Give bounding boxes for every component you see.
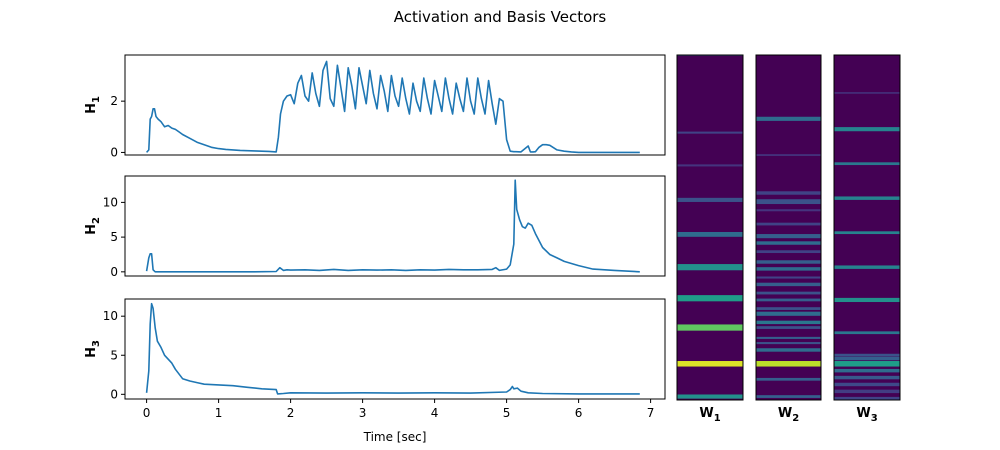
basis-vector-w1: W1: [676, 54, 744, 424]
heatmap-band: [756, 234, 821, 239]
heatmap-band: [756, 348, 821, 352]
y-axis-label: H1: [84, 96, 102, 114]
x-tick-label: 2: [287, 406, 295, 420]
heatmap-band: [834, 368, 900, 373]
heatmap-band: [677, 231, 743, 237]
heatmap-band: [834, 356, 900, 361]
heatmap-band: [756, 260, 821, 264]
basis-vector-w3: W3: [833, 54, 901, 424]
y-axis-label: H3: [84, 340, 102, 358]
heatmap-frame: [676, 54, 744, 401]
heatmap-band: [756, 282, 821, 287]
y-tick-label: 10: [103, 195, 118, 209]
heatmap-band: [756, 276, 821, 279]
activation-line: [145, 302, 640, 395]
basis-vector-w2: W2: [755, 54, 822, 424]
activation-panel-h3: 0 5 10 H3: [84, 298, 666, 401]
heatmap-band: [834, 396, 900, 400]
axes-frame: [124, 175, 666, 277]
heatmap-band: [756, 342, 821, 345]
heatmap-frame: [833, 54, 901, 401]
heatmap-band: [756, 250, 821, 254]
heatmap-band: [834, 361, 900, 367]
heatmap-band: [756, 191, 821, 195]
y-tick-label: 2: [110, 94, 118, 108]
y-tick-label: 5: [110, 348, 118, 362]
x-tick-label: 7: [647, 406, 655, 420]
heatmap-band: [834, 375, 900, 380]
y-tick-label: 0: [110, 265, 118, 279]
heatmap-band: [756, 222, 821, 226]
heatmap-band: [677, 131, 743, 134]
figure-title: Activation and Basis Vectors: [394, 8, 607, 26]
x-tick-label: 5: [503, 406, 511, 420]
heatmap-band: [677, 394, 743, 399]
heatmap-band: [756, 116, 821, 121]
axes-frame: [124, 298, 666, 400]
heatmap-band: [677, 264, 743, 271]
heatmap-band: [677, 197, 743, 202]
heatmap-background: [677, 55, 743, 400]
y-tick-label: 5: [110, 230, 118, 244]
heatmap-band: [756, 307, 821, 310]
heatmap-band: [756, 209, 821, 212]
heatmap-band: [834, 382, 900, 387]
heatmap-band: [756, 336, 821, 339]
heatmap-band: [756, 361, 821, 367]
y-axis-label: H2: [84, 217, 102, 235]
basis-label: W1: [699, 406, 720, 424]
x-tick-label: 4: [431, 406, 439, 420]
heatmap-band: [677, 361, 743, 367]
heatmap-band: [834, 127, 900, 132]
heatmap-band: [834, 331, 900, 335]
x-axis-label: Time [sec]: [363, 430, 427, 444]
heatmap-band: [677, 324, 743, 331]
basis-label: W2: [778, 406, 799, 424]
heatmap-band: [756, 241, 821, 245]
x-tick-label: 3: [359, 406, 367, 420]
x-tick-label: 6: [575, 406, 583, 420]
activation-panel-h1: 0 2 H1: [84, 54, 666, 159]
activation-line: [145, 60, 640, 154]
heatmap-band: [756, 395, 821, 398]
heatmap-band: [834, 389, 900, 394]
y-tick-label: 0: [110, 387, 118, 401]
heatmap-band: [677, 295, 743, 302]
heatmap-band: [677, 164, 743, 167]
time-axis: 0 1 2 3 4 5 6 7: [143, 399, 655, 420]
heatmap-background: [834, 55, 900, 400]
heatmap-band: [834, 297, 900, 303]
axes-frame: [124, 54, 666, 156]
heatmap-band: [834, 231, 900, 235]
heatmap-band: [756, 298, 821, 302]
x-tick-label: 1: [215, 406, 223, 420]
activation-line: [145, 179, 640, 273]
heatmap-band: [834, 162, 900, 166]
heatmap-band: [756, 326, 821, 329]
heatmap-band: [756, 291, 821, 295]
heatmap-band: [834, 265, 900, 269]
heatmap-band: [756, 199, 821, 205]
heatmap-band: [756, 154, 821, 156]
heatmap-band: [756, 320, 821, 325]
x-tick-label: 0: [143, 406, 151, 420]
heatmap-band: [756, 311, 821, 316]
heatmap-band: [834, 353, 900, 357]
y-tick-label: 10: [103, 309, 118, 323]
y-tick-label: 0: [110, 145, 118, 159]
heatmap-band: [756, 377, 821, 381]
heatmap-band: [834, 92, 900, 94]
basis-label: W3: [856, 406, 877, 424]
heatmap-frame: [755, 54, 822, 401]
heatmap-band: [756, 267, 821, 271]
heatmap-band: [834, 196, 900, 200]
